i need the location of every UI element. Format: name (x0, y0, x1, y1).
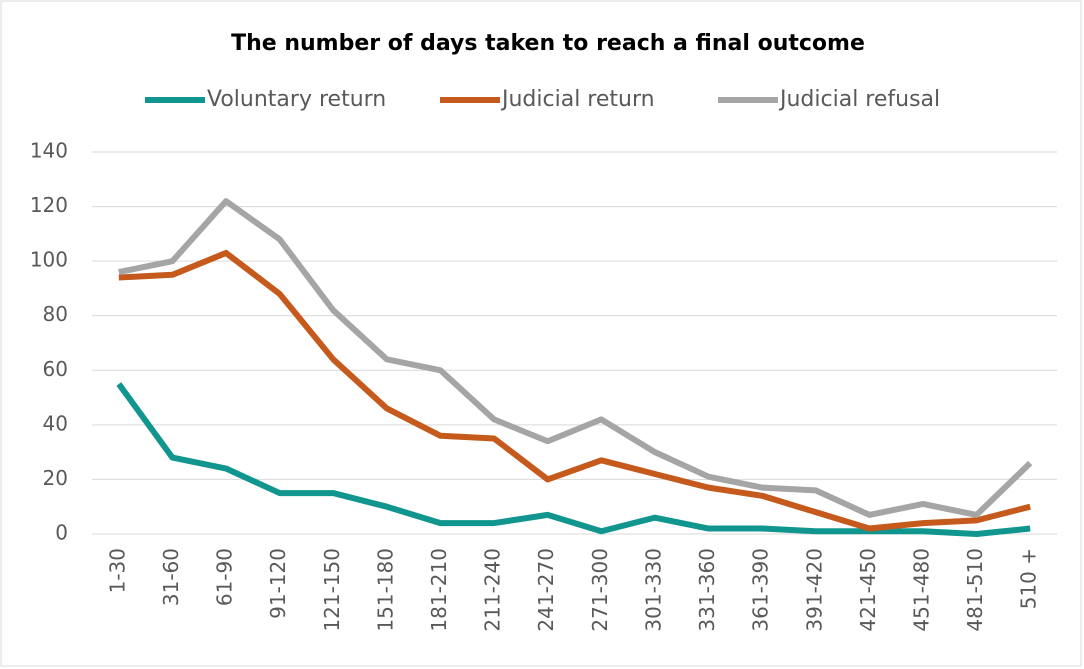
x-tick-label: 151-180 (373, 548, 397, 632)
y-tick-label: 120 (30, 193, 68, 217)
x-tick-label: 331-360 (695, 548, 719, 632)
x-tick-label: 241-270 (534, 548, 558, 632)
series-line (118, 198, 1033, 518)
series-line (116, 382, 1031, 537)
x-tick-label: 301-330 (641, 548, 665, 632)
x-tick-label: 421-450 (856, 548, 880, 632)
x-tick-label: 181-210 (427, 548, 451, 632)
x-tick-label: 91-120 (266, 548, 290, 619)
legend-label: Judicial refusal (778, 87, 940, 112)
y-tick-label: 0 (55, 521, 68, 545)
x-tick-label: 31-60 (159, 548, 183, 606)
y-tick-label: 20 (43, 466, 68, 490)
x-tick-label: 1-30 (105, 548, 129, 593)
legend-label: Judicial return (500, 87, 655, 112)
y-tick-label: 100 (30, 248, 68, 272)
y-tick-label: 40 (43, 411, 68, 435)
x-tick-label: 481-510 (963, 548, 987, 632)
x-tick-label: 61-90 (213, 548, 237, 606)
x-tick-label: 211-240 (481, 548, 505, 632)
chart-title: The number of days taken to reach a fina… (231, 31, 865, 56)
y-tick-label: 60 (43, 357, 68, 381)
y-tick-label: 80 (43, 302, 68, 326)
x-tick-label: 510 + (1017, 548, 1041, 609)
series-line (118, 249, 1031, 532)
y-tick-label: 140 (30, 139, 68, 163)
x-tick-label: 361-390 (749, 548, 773, 632)
x-tick-label: 121-150 (320, 548, 344, 632)
legend-label: Voluntary return (207, 87, 386, 112)
x-tick-label: 271-300 (588, 548, 612, 632)
x-tick-label: 451-480 (909, 548, 933, 632)
x-tick-label: 391-420 (802, 548, 826, 632)
